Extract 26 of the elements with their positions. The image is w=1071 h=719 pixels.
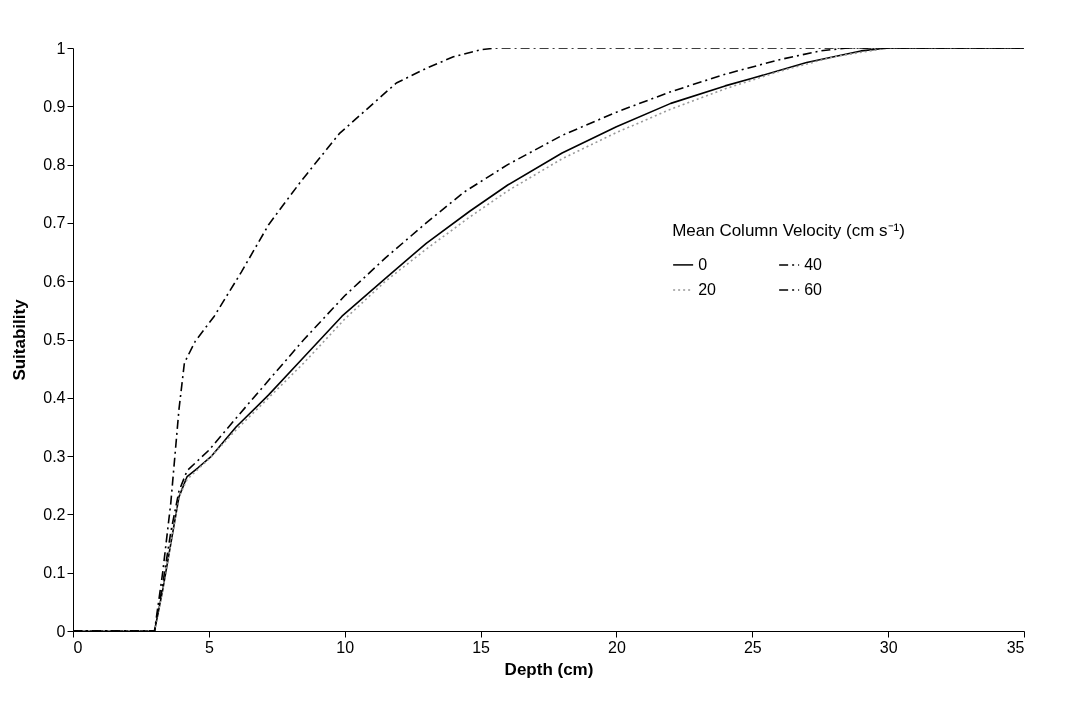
legend-label: 40 [804,255,823,273]
y-tick-label: 0.5 [43,331,66,348]
x-tick-label: 10 [336,638,355,656]
x-tick-label: 5 [204,638,214,656]
legend-label: 0 [698,255,708,273]
x-tick-label: 30 [879,638,898,656]
y-tick-label: 0.8 [43,156,66,174]
y-tick-label: 0.9 [43,97,66,115]
y-axis-title: Suitability [10,298,30,381]
legend-label: 60 [804,280,823,298]
y-tick-label: 0.6 [43,272,66,290]
y-tick-label: 0.7 [43,214,66,232]
y-tick-label: 0.2 [43,505,66,523]
legend-label: 20 [698,280,717,298]
x-axis-title: Depth (cm) [504,659,594,679]
y-tick-label: 0.4 [43,389,66,407]
y-tick-label: 0 [56,622,66,640]
x-tick-label: 20 [608,638,626,656]
y-tick-label: 1 [56,39,66,57]
y-tick-label: 0.3 [43,447,66,465]
x-tick-label: 15 [472,638,491,656]
legend-title: Mean Column Velocity (cm s⁻¹) [672,220,905,240]
y-tick-label: 0.1 [43,564,66,582]
x-tick-label: 0 [73,638,83,656]
x-tick-label: 35 [1006,638,1025,656]
x-tick-label: 25 [743,638,762,656]
